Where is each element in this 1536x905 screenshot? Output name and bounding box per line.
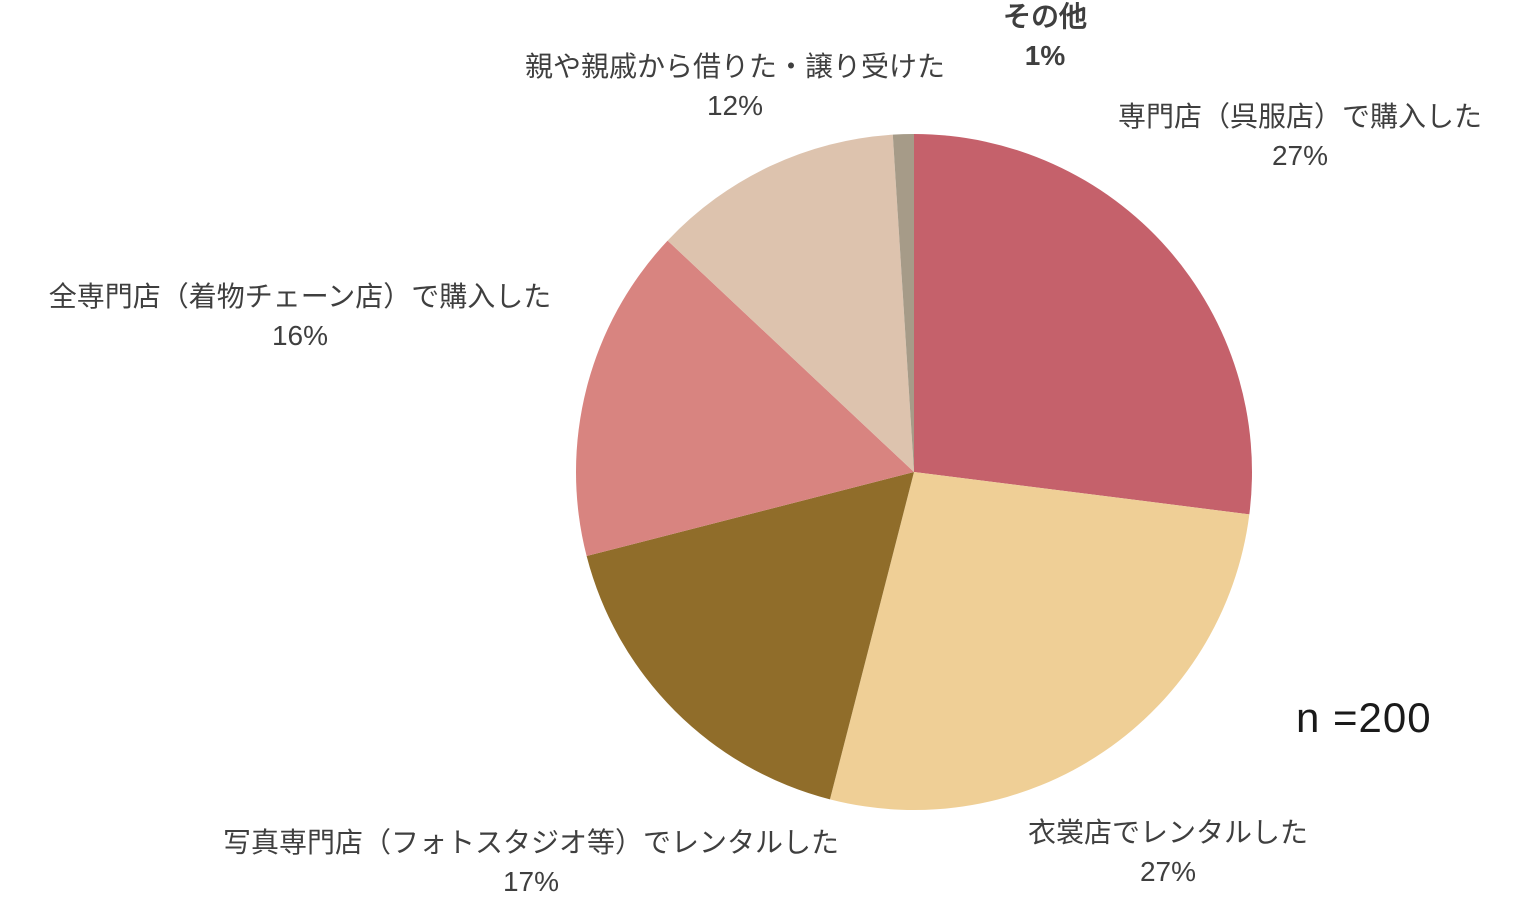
sample-size-label: n =200	[1296, 694, 1432, 741]
slice-label-sonota: その他 1%	[1003, 0, 1087, 75]
pie-slice-1	[829, 472, 1250, 810]
slice-percent-text: 1%	[1024, 39, 1066, 71]
slice-label-text: 全専門店（着物チェーン店）で購入した	[48, 281, 552, 312]
slice-label-text: 専門店（呉服店）で購入した	[1117, 101, 1483, 132]
pie-slice-2	[586, 472, 914, 800]
slice-label-ishouten-rental: 衣裳店でレンタルした 27%	[1028, 814, 1308, 891]
slice-label-text: 写真専門店（フォトスタジオ等）でレンタルした	[222, 827, 840, 858]
slice-label-shashin-senmonten-rental: 写真専門店（フォトスタジオ等）でレンタルした 17%	[223, 824, 839, 901]
slice-percent-text: 27%	[1139, 855, 1197, 887]
slice-percent-text: 16%	[271, 319, 329, 351]
pie-slice-5	[892, 134, 914, 472]
slice-label-text: 衣裳店でレンタルした	[1027, 817, 1309, 848]
slice-label-oya-shinseki: 親や親戚から借りた・譲り受けた 12%	[525, 48, 945, 125]
slice-percent-text: 12%	[706, 89, 764, 121]
pie-slice-4	[667, 134, 914, 473]
pie-slice-3	[576, 240, 914, 557]
slice-label-text: その他	[1002, 1, 1088, 32]
slice-percent-text: 27%	[1271, 139, 1329, 171]
slice-label-senmonten-gofukuten: 専門店（呉服店）で購入した 27%	[1118, 98, 1482, 175]
slice-percent-text: 17%	[502, 865, 560, 897]
slice-label-text: 親や親戚から借りた・譲り受けた	[524, 51, 946, 82]
pie-slice-0	[914, 134, 1252, 515]
slice-label-zensenmonten-kimono-chain: 全専門店（着物チェーン店）で購入した 16%	[49, 278, 552, 355]
